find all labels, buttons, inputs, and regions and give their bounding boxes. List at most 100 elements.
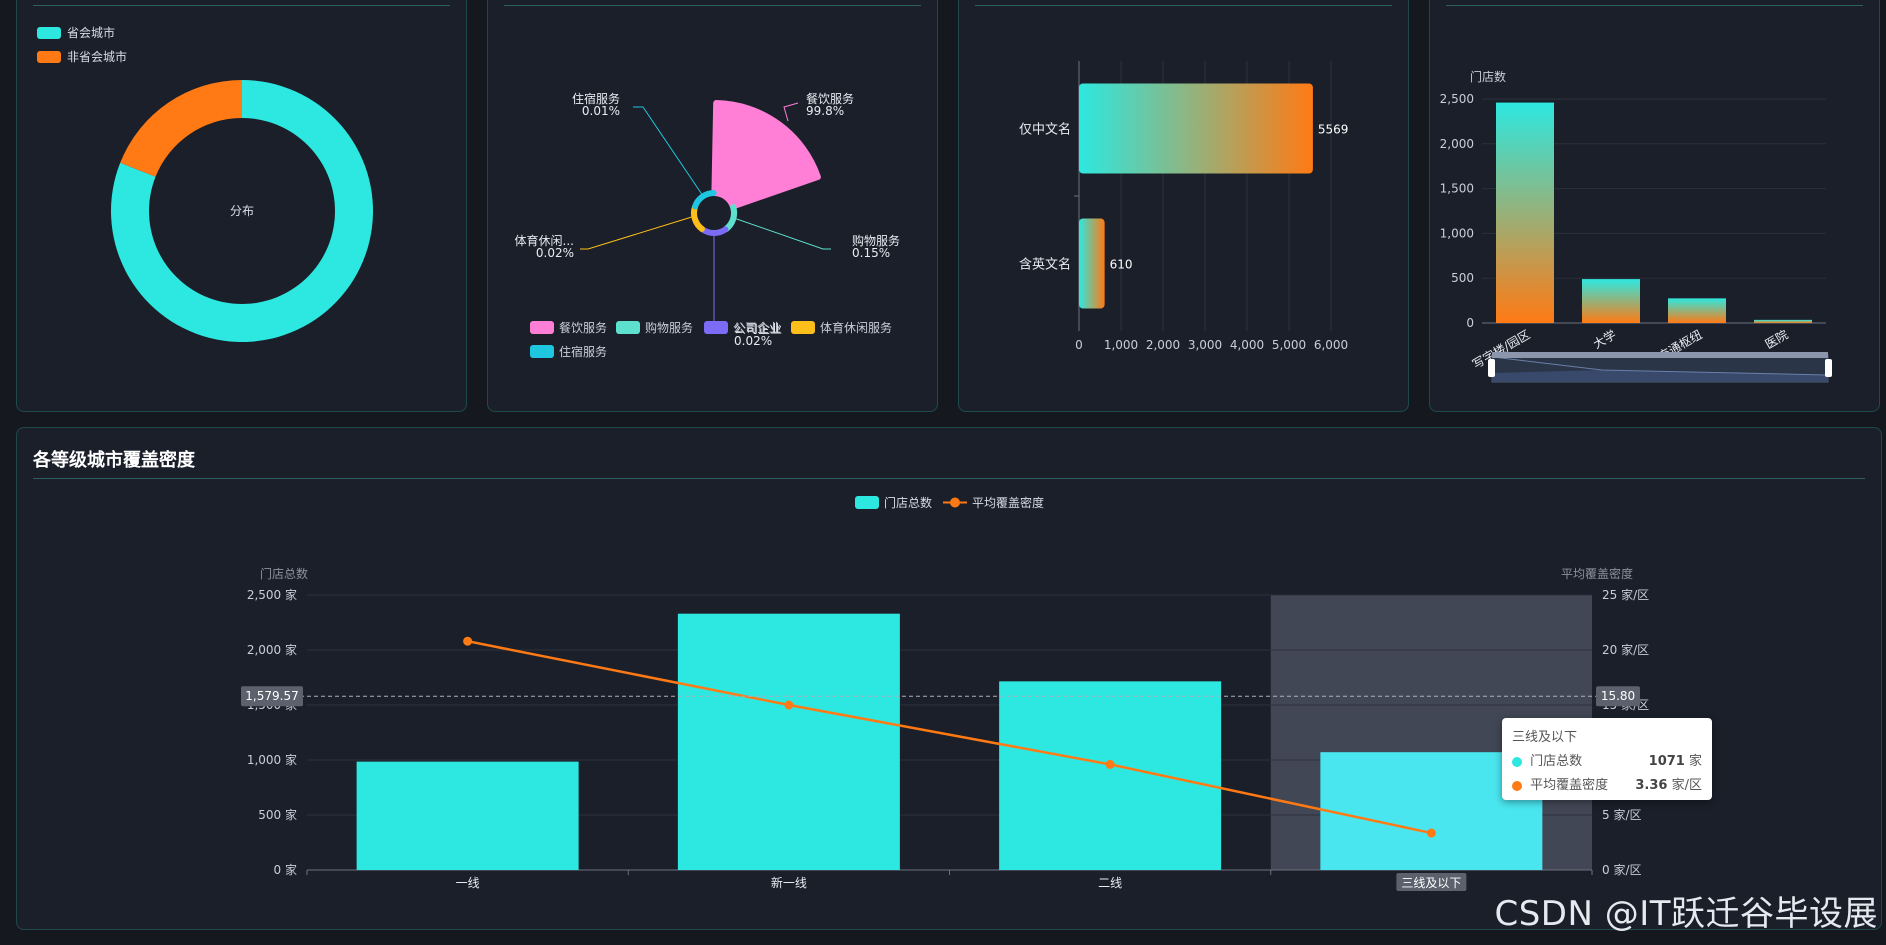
store-bar-2[interactable]	[999, 681, 1222, 870]
datazoom-handle-left[interactable]	[1488, 359, 1495, 377]
hbar-bar-1[interactable]	[1079, 218, 1105, 309]
rose-legend-swatch-2[interactable]	[704, 321, 728, 334]
panel-title-rule	[975, 0, 1392, 6]
watermark: CSDN @IT跃迁谷毕设展	[1494, 894, 1878, 934]
hbar-value-label: 610	[1110, 258, 1133, 272]
legend-swatch-capital[interactable]	[37, 27, 61, 39]
hbar-x-tick-label: 1,000	[1104, 338, 1138, 352]
panel-city-tier-density: 各等级城市覆盖密度 门店总数 平均覆盖密度 门店总数 平均覆盖密度 0 家 500…	[16, 427, 1882, 930]
legend-swatch-density-dot[interactable]	[950, 497, 960, 508]
y-left-tick-label: 500 家	[258, 807, 297, 822]
callout-company-name: 公司企业	[734, 321, 782, 336]
x-axis-label: 三线及以下	[1401, 876, 1461, 890]
datazoom-handle-right[interactable]	[1825, 359, 1832, 377]
crosshair-left-badge	[241, 686, 303, 707]
legend-label-store-total[interactable]: 门店总数	[884, 495, 932, 510]
panel-location-type: 门店数 0 500 1,000 1,500 2,000 2,500 写字楼/园区 大学 交通枢纽…	[1429, 0, 1880, 412]
hbar-x-tick-label: 3,000	[1188, 338, 1222, 352]
y-left-tick-label: 0 家	[274, 862, 297, 877]
rose-legend-label-3[interactable]: 体育休闲服务	[820, 320, 892, 335]
legend-swatch-noncapital[interactable]	[37, 51, 61, 63]
rose-legend-swatch-4[interactable]	[530, 345, 554, 358]
x-axis-active-label-bg	[1396, 873, 1467, 891]
donut-slice-1[interactable]	[120, 80, 242, 177]
tooltip-dot-density	[1512, 780, 1522, 791]
vbar-y-title: 门店数	[1470, 69, 1506, 84]
vbar-x-tick-label: 医院	[1763, 327, 1791, 351]
hbar-x-tick-label: 2,000	[1146, 338, 1180, 352]
panel-name-language: 0 1,000 2,000 3,000 4,000 5,000 6,000 仅中文名 5569 含…	[958, 0, 1409, 412]
combo-chart: 门店总数 平均覆盖密度 门店总数 平均覆盖密度 0 家 500 家 1,000 家 1…	[241, 495, 1649, 891]
panel-title-rule	[504, 0, 921, 6]
hbar-bar-0[interactable]	[1079, 83, 1313, 174]
datazoom-slider[interactable]	[1488, 352, 1832, 383]
panel-title-rule	[33, 0, 450, 6]
rose-slices[interactable]	[691, 100, 821, 236]
hbar-x-tick-label: 5,000	[1272, 338, 1306, 352]
y-right-title: 平均覆盖密度	[1561, 566, 1633, 581]
donut-center-label: 分布	[230, 204, 254, 218]
crosshair-right-badge	[1596, 686, 1640, 707]
donut-slices[interactable]	[110, 80, 374, 342]
tooltip-value-store: 1071	[1648, 754, 1685, 769]
rose-legend-swatch-0[interactable]	[530, 321, 554, 334]
rose-legend-label-2[interactable]: 公司企业	[733, 320, 781, 335]
y-left-tick-label: 1,000 家	[247, 752, 297, 767]
vbar-y-tick-label: 2,500	[1440, 92, 1474, 106]
density-point-1[interactable]	[784, 700, 794, 710]
legend-swatch-store-total[interactable]	[855, 496, 879, 509]
tooltip-dot-store	[1512, 756, 1522, 767]
hbar-value-label: 5569	[1318, 123, 1349, 137]
tooltip-name-density: 平均覆盖密度	[1530, 778, 1609, 793]
rose-chart: 餐饮服务 99.8% 住宿服务 0.01% 体育休闲... 0.02% 购物服务…	[515, 91, 900, 359]
leader-line-food	[783, 102, 799, 122]
density-point-2[interactable]	[1105, 759, 1115, 769]
legend-label-capital[interactable]: 省会城市	[67, 25, 115, 40]
density-line[interactable]	[467, 639, 1432, 835]
vbar-y-tick-label: 2,000	[1440, 137, 1474, 151]
legend-label-density[interactable]: 平均覆盖密度	[972, 495, 1044, 510]
vbar-bar-1[interactable]	[1582, 279, 1640, 323]
rose-slice-4[interactable]	[692, 189, 717, 210]
rose-legend-swatch-3[interactable]	[791, 321, 815, 334]
hbar-chart: 0 1,000 2,000 3,000 4,000 5,000 6,000 仅中文名 5569 含…	[1019, 61, 1349, 352]
rose-legend-swatch-1[interactable]	[616, 321, 640, 334]
callout-sport-pct: 0.02%	[536, 246, 574, 260]
x-axis-label: 新一线	[771, 875, 807, 890]
vbar-x-tick-label: 大学	[1590, 327, 1618, 352]
rose-legend-label-4[interactable]: 住宿服务	[559, 344, 607, 359]
vbar-bar-2[interactable]	[1668, 298, 1726, 323]
callout-food-name: 餐饮服务	[806, 91, 854, 106]
leader-line-lodge	[633, 106, 704, 197]
tooltip-unit-density: 家/区	[1671, 778, 1702, 793]
density-point-0[interactable]	[463, 636, 473, 646]
leader-line-sport	[580, 215, 696, 250]
density-point-3[interactable]	[1426, 828, 1436, 838]
vbar-y-tick-label: 1,500	[1440, 182, 1474, 196]
hbar-category-label: 仅中文名	[1019, 122, 1071, 138]
callout-lodge-name: 住宿服务	[572, 91, 620, 106]
vbar-bar-0[interactable]	[1496, 102, 1554, 323]
x-axis-label: 二线	[1098, 876, 1122, 890]
tooltip: 三线及以下 门店总数 1071 家 平均覆盖密度 3.36 家/区	[1502, 718, 1712, 800]
vbar-bar-3[interactable]	[1754, 319, 1812, 323]
hbar-x-tick-label: 4,000	[1230, 338, 1264, 352]
tooltip-unit-store: 家	[1688, 754, 1702, 769]
callout-shop-pct: 0.15%	[852, 246, 890, 260]
hbar-category-label: 含英文名	[1019, 257, 1071, 273]
leader-line-shop	[730, 216, 831, 250]
callout-shop-name: 购物服务	[852, 233, 900, 248]
callout-company-pct: 0.02%	[734, 334, 772, 348]
store-bar-1[interactable]	[677, 613, 900, 870]
legend-label-noncapital[interactable]: 非省会城市	[67, 49, 127, 64]
store-bar-0[interactable]	[356, 761, 579, 870]
y-right-tick-label: 5 家/区	[1602, 807, 1642, 822]
rose-legend-label-1[interactable]: 购物服务	[645, 320, 693, 335]
rose-slice-3[interactable]	[691, 204, 705, 232]
tooltip-name-store: 门店总数	[1530, 754, 1583, 769]
rose-slice-0[interactable]	[711, 100, 821, 210]
bottom-panel-title: 各等级城市覆盖密度	[33, 450, 195, 471]
hbar-x-tick-label: 6,000	[1314, 338, 1348, 352]
rose-legend-label-0[interactable]: 餐饮服务	[559, 320, 607, 335]
